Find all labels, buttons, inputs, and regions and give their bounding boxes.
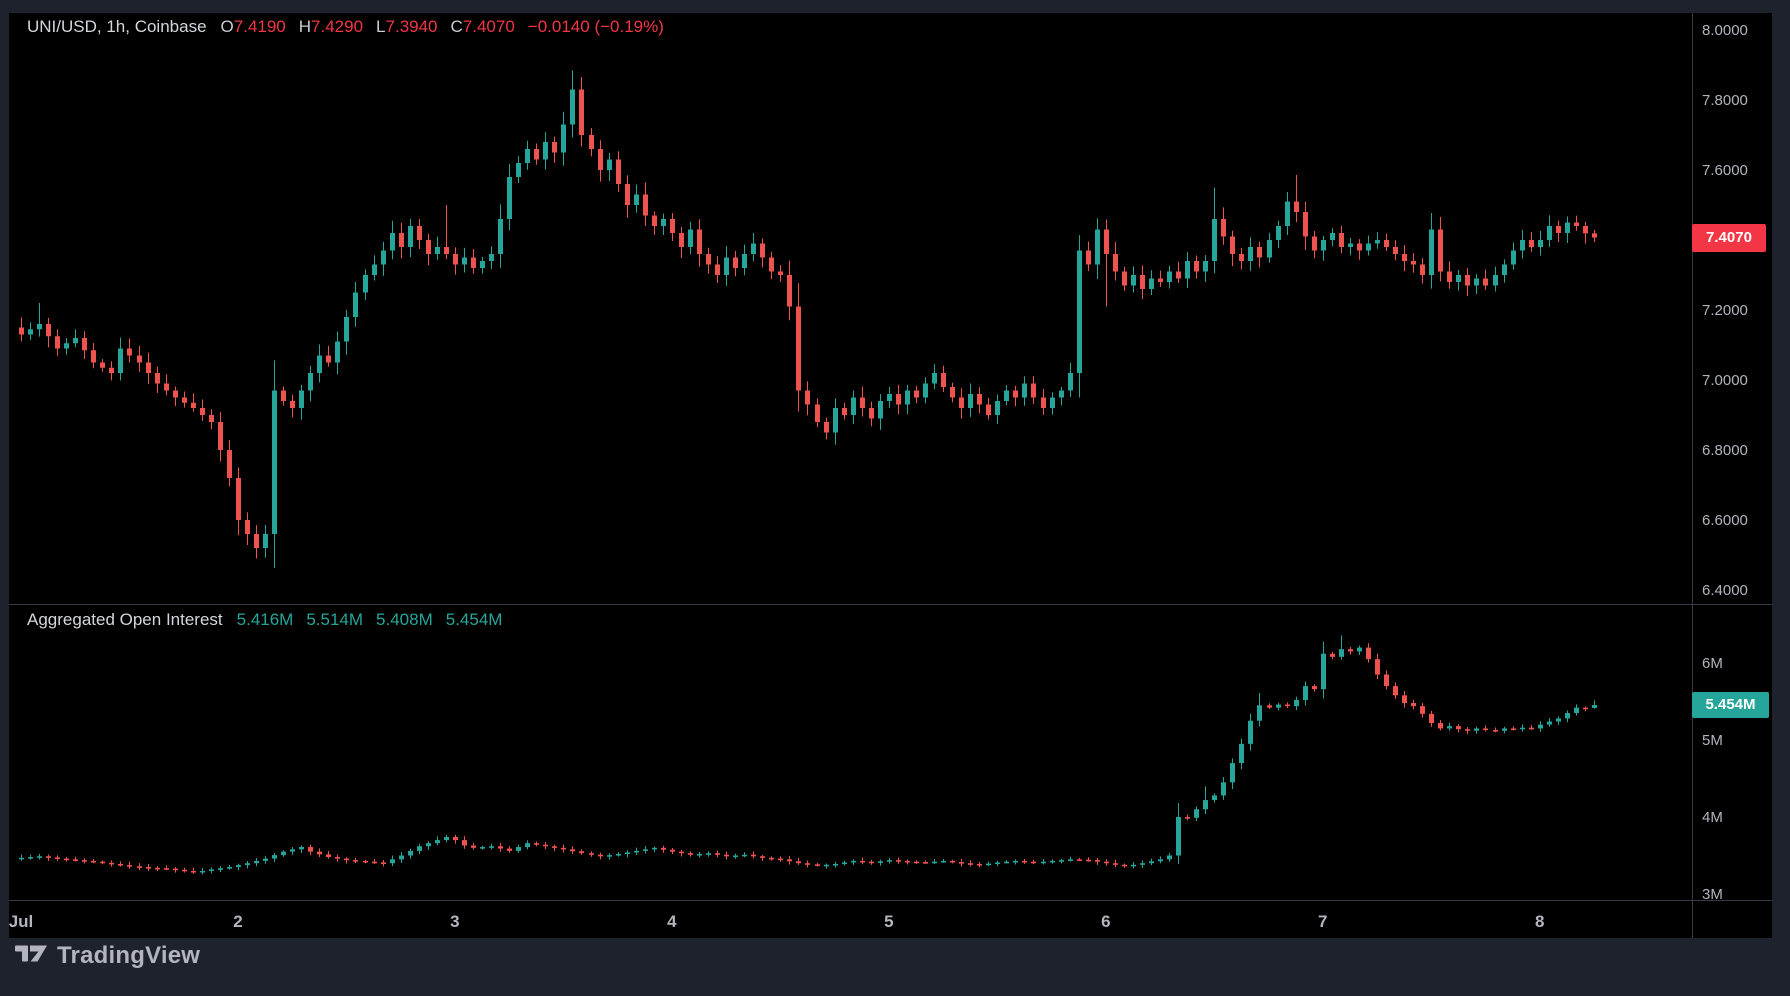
price-axis[interactable]	[1692, 13, 1772, 900]
svg-text:5: 5	[884, 912, 893, 931]
svg-text:Jul: Jul	[9, 912, 34, 931]
svg-text:6.6000: 6.6000	[1702, 512, 1748, 529]
oi-low-value: 5.408M	[376, 610, 433, 629]
svg-text:4M: 4M	[1702, 809, 1723, 826]
oi-open-value: 5.416M	[236, 610, 294, 629]
oi-candles	[19, 635, 1597, 875]
ohlc-open: O7.4190	[220, 17, 286, 36]
oi-indicator-title[interactable]: Aggregated Open Interest	[27, 610, 223, 629]
tradingview-logo-text: TradingView	[57, 942, 201, 969]
svg-text:6M: 6M	[1702, 655, 1723, 672]
svg-text:7.6000: 7.6000	[1702, 162, 1748, 179]
svg-text:6.4000: 6.4000	[1702, 582, 1748, 599]
price-candles	[19, 70, 1597, 568]
svg-text:6: 6	[1101, 912, 1110, 931]
ohlc-low: L7.3940	[376, 17, 438, 36]
oi-close-value: 5.454M	[445, 610, 503, 629]
svg-text:5M: 5M	[1702, 732, 1723, 749]
ohlc-close: C7.4070	[450, 17, 515, 36]
tradingview-logo[interactable]: TradingView	[14, 941, 200, 971]
oi-last-value-badge: 5.454M	[1692, 692, 1769, 718]
time-axis[interactable]	[9, 900, 1692, 938]
svg-text:7.2000: 7.2000	[1702, 302, 1748, 319]
svg-text:7: 7	[1318, 912, 1327, 931]
svg-text:6.8000: 6.8000	[1702, 442, 1748, 459]
svg-text:3: 3	[450, 912, 459, 931]
svg-text:8: 8	[1535, 912, 1544, 931]
tradingview-logo-icon	[14, 941, 48, 971]
price-change: −0.0140 (−0.19%)	[527, 17, 664, 36]
ohlc-high: H7.4290	[298, 17, 364, 36]
pane-borders	[9, 13, 1772, 938]
svg-text:7.8000: 7.8000	[1702, 92, 1748, 109]
svg-text:7.0000: 7.0000	[1702, 372, 1748, 389]
last-price-badge: 7.4070	[1692, 224, 1766, 252]
svg-text:2: 2	[233, 912, 242, 931]
svg-text:3M: 3M	[1702, 886, 1723, 903]
svg-text:4: 4	[667, 912, 677, 931]
time-axis-labels: Jul 2 3 4 5 6 7 8	[9, 912, 1545, 931]
price-pane-legend[interactable]: UNI/USD, 1h, Coinbase O7.4190 H7.4290 L7.39…	[27, 17, 664, 37]
oi-high-value: 5.514M	[306, 610, 364, 629]
symbol-title[interactable]: UNI/USD, 1h, Coinbase	[27, 17, 207, 36]
oi-pane-legend[interactable]: Aggregated Open Interest 5.416M 5.514M 5.40…	[27, 610, 515, 630]
svg-text:8.0000: 8.0000	[1702, 22, 1748, 39]
oi-axis-labels: 6M 5M 4M 3M	[1702, 655, 1723, 903]
